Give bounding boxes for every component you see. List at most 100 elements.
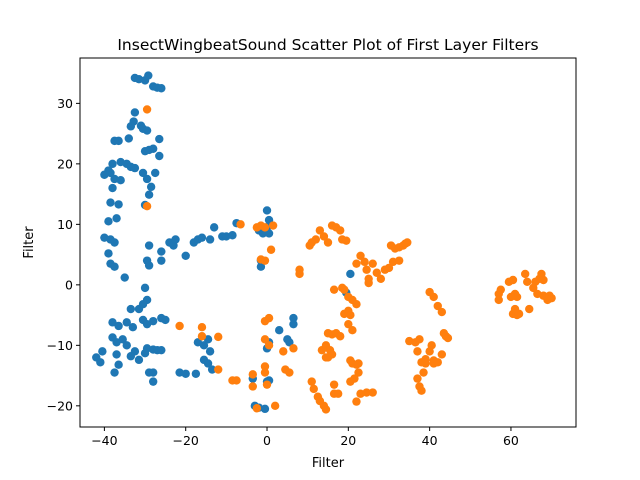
data-point [199,341,209,350]
data-point [335,332,345,341]
data-point [142,126,152,135]
data-point [110,238,119,247]
data-point [140,349,150,358]
data-point [533,289,542,299]
data-point [203,359,213,368]
data-point [124,134,133,143]
data-point [260,404,270,414]
data-point [214,332,223,342]
x-tick-label: −40 [91,433,117,448]
x-tick-label: 40 [422,433,438,448]
data-point [289,313,298,323]
data-point [106,198,115,207]
data-point [256,262,266,271]
data-point [114,200,123,209]
data-point [146,182,156,192]
data-point [425,287,434,297]
data-point [157,345,166,355]
x-tick-label: 0 [263,433,271,448]
data-point [126,122,136,131]
x-tick-label: −20 [173,433,199,448]
series-2 [142,105,556,414]
data-point [427,341,436,350]
data-point [175,321,184,331]
data-point [356,251,365,261]
data-point [496,285,505,294]
data-point [112,350,121,359]
data-point [144,71,153,80]
data-point [342,236,351,245]
data-point [161,315,170,325]
data-point [138,168,148,178]
data-point [260,223,270,232]
data-point [289,344,298,353]
data-point [104,217,113,226]
y-tick-label: 20 [57,156,73,171]
data-point [197,233,207,242]
data-point [508,275,518,285]
data-point [205,235,215,244]
data-point [362,265,371,274]
data-point [346,377,355,386]
y-axis-label: Filter [22,226,37,259]
data-point [144,190,154,199]
data-point [413,374,422,383]
data-point [376,274,386,283]
plot-frame [79,57,577,428]
data-point [348,326,357,335]
data-point [352,259,361,268]
data-point [197,332,207,341]
data-point [539,275,548,285]
data-point [270,401,280,411]
data-point [372,268,381,277]
data-point [547,293,556,303]
data-point [262,380,272,389]
data-point [523,277,532,287]
data-point [285,368,294,377]
data-point [415,335,424,344]
data-point [368,259,377,268]
data-point [264,313,274,323]
data-point [344,319,353,329]
data-point [236,220,245,229]
data-point [494,295,503,305]
data-point [260,362,270,371]
data-point [157,84,166,93]
data-point [142,174,152,184]
data-point [315,226,325,235]
data-point [106,168,115,178]
data-point [181,251,190,261]
data-point [443,333,453,343]
data-point [340,285,349,294]
data-point [264,229,274,238]
data-point [248,370,257,379]
data-point [110,262,119,271]
data-point [323,353,333,362]
data-point [520,269,530,279]
data-point [352,300,361,309]
data-point [285,338,294,347]
data-point [142,202,152,211]
data-point [252,404,262,413]
data-point [144,241,154,250]
data-point [329,380,339,389]
data-point [512,292,522,302]
data-point [525,304,534,314]
data-point [394,256,404,265]
data-point [122,318,131,327]
data-point [96,358,105,367]
data-point [368,388,377,397]
data-point [354,359,363,368]
series-1 [92,71,355,414]
x-tick-label: 60 [503,433,519,448]
data-point [321,405,331,414]
data-point [214,365,223,374]
data-point [333,389,343,398]
data-point [130,108,140,117]
data-point [335,226,345,235]
data-point [248,382,257,391]
y-tick-label: −10 [47,338,73,353]
data-point [386,241,396,250]
x-axis: −40 −20 0 20 40 60 [91,427,519,448]
